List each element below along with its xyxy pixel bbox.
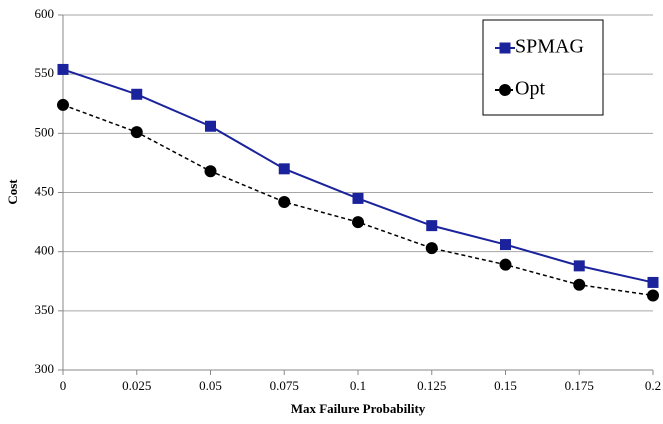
marker bbox=[57, 63, 69, 75]
marker bbox=[573, 260, 585, 272]
marker bbox=[57, 98, 69, 111]
marker bbox=[278, 195, 291, 208]
marker bbox=[499, 258, 512, 271]
marker bbox=[278, 163, 290, 175]
marker bbox=[352, 216, 364, 229]
x-tick-label: 0.1 bbox=[350, 378, 366, 393]
marker bbox=[647, 276, 659, 288]
y-axis-title: Cost bbox=[5, 179, 20, 205]
marker bbox=[131, 88, 143, 100]
x-tick-label: 0.075 bbox=[270, 378, 299, 393]
legend-label: SPMAG bbox=[515, 36, 584, 58]
y-tick-label: 500 bbox=[35, 124, 55, 139]
y-tick-label: 600 bbox=[35, 6, 55, 21]
marker bbox=[573, 278, 586, 291]
x-tick-label: 0.15 bbox=[494, 378, 517, 393]
marker bbox=[647, 289, 659, 302]
x-tick-label: 0.2 bbox=[645, 378, 661, 393]
legend-label: Opt bbox=[515, 78, 545, 100]
marker bbox=[425, 242, 438, 255]
y-tick-label: 450 bbox=[35, 183, 55, 198]
marker bbox=[130, 126, 143, 139]
x-tick-label: 0.175 bbox=[565, 378, 594, 393]
y-tick-label: 300 bbox=[35, 361, 55, 376]
y-tick-label: 350 bbox=[35, 302, 55, 317]
marker bbox=[499, 42, 511, 54]
x-tick-label: 0 bbox=[60, 378, 67, 393]
legend: SPMAG Opt bbox=[482, 19, 604, 116]
marker bbox=[426, 220, 438, 232]
y-tick-label: 400 bbox=[35, 243, 55, 258]
marker bbox=[499, 84, 511, 96]
legend-box bbox=[482, 19, 604, 116]
marker bbox=[205, 120, 216, 132]
marker bbox=[352, 192, 364, 204]
y-tick-label: 550 bbox=[35, 65, 55, 80]
marker bbox=[204, 165, 217, 178]
x-tick-label: 0.05 bbox=[199, 378, 222, 393]
x-tick-label: 0.125 bbox=[417, 378, 446, 393]
marker bbox=[500, 239, 511, 251]
x-axis-title: Max Failure Probability bbox=[291, 401, 426, 416]
x-tick-label: 0.025 bbox=[122, 378, 151, 393]
